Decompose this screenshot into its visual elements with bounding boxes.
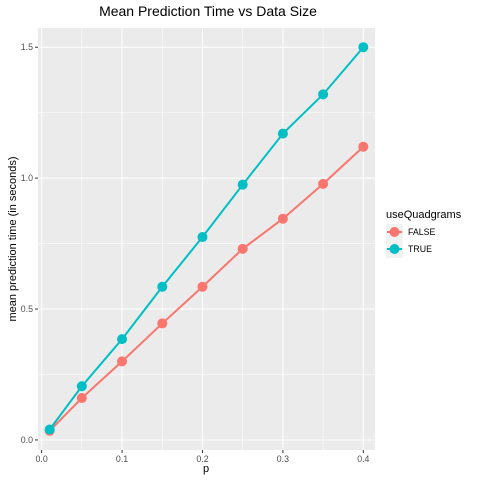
- legend-key-point: [389, 244, 400, 254]
- data-point-true: [318, 89, 329, 100]
- legend-key-point: [389, 227, 400, 237]
- data-point-false: [76, 393, 87, 404]
- y-tick-label: 1.5: [21, 42, 33, 52]
- data-point-true: [358, 42, 369, 53]
- x-tick-label: 0.1: [116, 454, 128, 464]
- x-tick-label: 0.4: [357, 454, 369, 464]
- data-point-true: [117, 334, 128, 345]
- x-axis-label: p: [203, 463, 209, 475]
- series-points: [44, 42, 369, 436]
- y-axis-ticks: 0.0 0.5 1.0 1.5: [21, 42, 38, 445]
- data-point-false: [318, 178, 329, 189]
- chart-title: Mean Prediction Time vs Data Size: [99, 3, 317, 19]
- data-point-false: [117, 356, 128, 367]
- data-point-false: [157, 318, 168, 329]
- data-point-false: [237, 243, 248, 254]
- data-point-true: [76, 381, 87, 392]
- y-tick-label: 1.0: [21, 173, 33, 183]
- data-point-true: [44, 424, 55, 435]
- y-tick-label: 0.0: [21, 435, 33, 445]
- x-tick-label: 0.2: [196, 454, 208, 464]
- x-axis-ticks: 0.0 0.1 0.2 0.3 0.4: [36, 450, 370, 464]
- y-tick-label: 0.5: [21, 304, 33, 314]
- legend-label-false: FALSE: [408, 227, 436, 237]
- data-point-true: [277, 128, 288, 139]
- data-point-false: [277, 213, 288, 224]
- legend-title: useQuadgrams: [386, 209, 462, 221]
- legend: useQuadgrams FALSE TRUE: [386, 209, 462, 258]
- legend-label-true: TRUE: [408, 244, 432, 254]
- data-point-false: [197, 281, 208, 292]
- x-tick-label: 0.0: [36, 454, 48, 464]
- y-axis-label: mean prediction time (in seconds): [7, 156, 19, 321]
- data-point-false: [358, 141, 369, 152]
- data-point-true: [237, 179, 248, 190]
- x-tick-label: 0.3: [277, 454, 289, 464]
- data-point-true: [157, 281, 168, 292]
- data-point-true: [197, 232, 208, 243]
